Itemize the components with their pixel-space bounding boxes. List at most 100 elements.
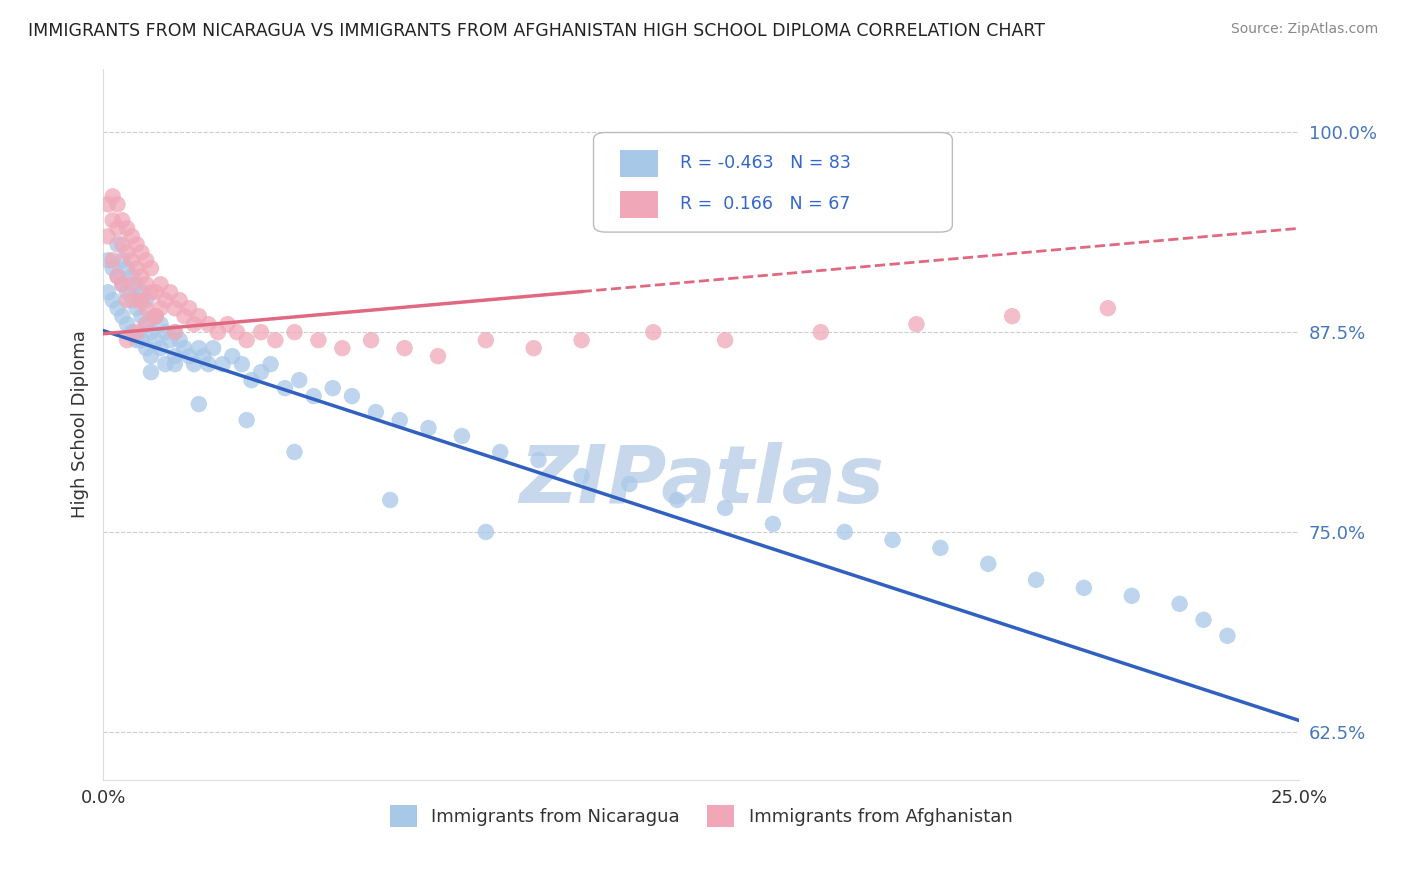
- Point: [1097, 301, 1119, 316]
- Point: [364, 405, 387, 419]
- Point: [111, 237, 134, 252]
- Point: [834, 524, 856, 539]
- Point: [149, 317, 172, 331]
- Point: [139, 325, 162, 339]
- Point: [159, 285, 181, 300]
- Point: [221, 349, 243, 363]
- Point: [226, 325, 249, 339]
- Point: [135, 277, 157, 292]
- Point: [1025, 573, 1047, 587]
- Point: [235, 413, 257, 427]
- Point: [977, 557, 1000, 571]
- Point: [107, 301, 129, 316]
- Point: [115, 333, 138, 347]
- Point: [121, 229, 143, 244]
- Point: [97, 253, 120, 268]
- Text: R =  0.166   N = 67: R = 0.166 N = 67: [679, 194, 851, 212]
- Point: [905, 317, 928, 331]
- Point: [643, 325, 665, 339]
- Point: [418, 421, 440, 435]
- Point: [107, 269, 129, 284]
- Point: [179, 301, 201, 316]
- Point: [131, 269, 153, 284]
- Point: [135, 317, 157, 331]
- Point: [115, 245, 138, 260]
- Point: [187, 341, 209, 355]
- Point: [1001, 309, 1024, 323]
- Point: [169, 293, 191, 308]
- Point: [619, 477, 641, 491]
- Point: [115, 285, 138, 300]
- Point: [762, 516, 785, 531]
- Point: [193, 349, 215, 363]
- Point: [163, 325, 186, 339]
- Point: [207, 325, 229, 339]
- Point: [135, 341, 157, 355]
- Point: [197, 317, 219, 331]
- Point: [163, 325, 186, 339]
- Point: [115, 293, 138, 308]
- Point: [101, 213, 124, 227]
- Point: [125, 237, 148, 252]
- Point: [187, 397, 209, 411]
- Point: [125, 301, 148, 316]
- Point: [527, 453, 550, 467]
- Point: [125, 325, 148, 339]
- Point: [217, 317, 239, 331]
- Point: [250, 325, 273, 339]
- Point: [111, 253, 134, 268]
- Point: [179, 349, 201, 363]
- Point: [173, 341, 195, 355]
- Point: [283, 445, 305, 459]
- Point: [810, 325, 832, 339]
- Point: [145, 309, 167, 323]
- Point: [111, 213, 134, 227]
- Text: ZIPatlas: ZIPatlas: [519, 442, 884, 520]
- Point: [107, 237, 129, 252]
- Point: [111, 277, 134, 292]
- Point: [489, 445, 512, 459]
- Point: [139, 261, 162, 276]
- Point: [97, 285, 120, 300]
- Text: IMMIGRANTS FROM NICARAGUA VS IMMIGRANTS FROM AFGHANISTAN HIGH SCHOOL DIPLOMA COR: IMMIGRANTS FROM NICARAGUA VS IMMIGRANTS …: [28, 22, 1045, 40]
- Point: [183, 317, 205, 331]
- Point: [107, 197, 129, 211]
- Point: [360, 333, 382, 347]
- Point: [283, 325, 305, 339]
- Point: [139, 349, 162, 363]
- Point: [1216, 629, 1239, 643]
- Point: [139, 285, 162, 300]
- Point: [131, 309, 153, 323]
- Point: [451, 429, 474, 443]
- Point: [173, 309, 195, 323]
- Point: [571, 333, 593, 347]
- Point: [149, 301, 172, 316]
- Point: [155, 325, 177, 339]
- Point: [115, 261, 138, 276]
- Point: [163, 301, 186, 316]
- Point: [929, 541, 952, 555]
- Point: [125, 333, 148, 347]
- Point: [169, 333, 191, 347]
- Point: [155, 357, 177, 371]
- Point: [149, 341, 172, 355]
- Point: [427, 349, 450, 363]
- Point: [1121, 589, 1143, 603]
- Point: [1073, 581, 1095, 595]
- Point: [307, 333, 329, 347]
- FancyBboxPatch shape: [593, 133, 952, 232]
- Point: [101, 189, 124, 203]
- Point: [1168, 597, 1191, 611]
- Point: [139, 365, 162, 379]
- Point: [394, 341, 416, 355]
- Point: [135, 301, 157, 316]
- Point: [155, 293, 177, 308]
- Point: [115, 221, 138, 235]
- Y-axis label: High School Diploma: High School Diploma: [72, 330, 89, 518]
- Point: [302, 389, 325, 403]
- Point: [187, 309, 209, 323]
- Point: [107, 269, 129, 284]
- Point: [111, 277, 134, 292]
- FancyBboxPatch shape: [620, 150, 658, 178]
- Point: [197, 357, 219, 371]
